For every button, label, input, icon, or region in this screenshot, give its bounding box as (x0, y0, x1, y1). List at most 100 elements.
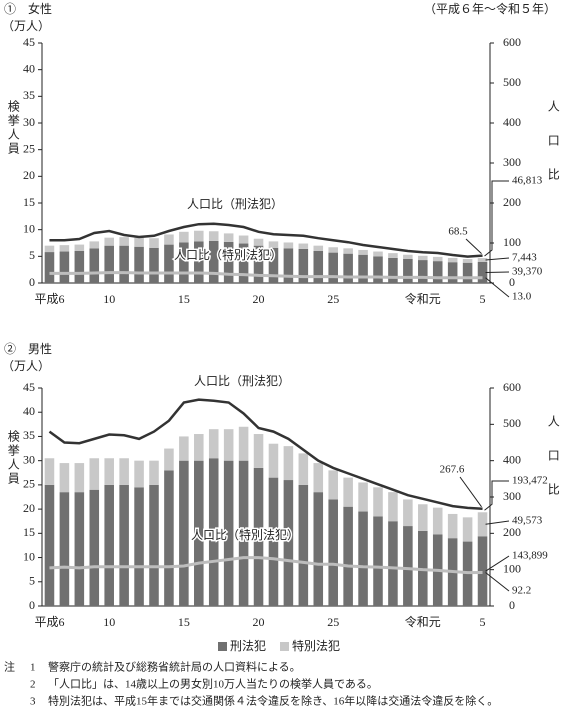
bar (223, 460, 234, 606)
y2-tick-label: 400 (503, 452, 521, 466)
x-tick-label: 平成6 (34, 292, 64, 306)
x-tick-label: 20 (253, 292, 265, 306)
bar (388, 521, 398, 606)
line-label: 人口比（刑法犯） (187, 197, 283, 211)
bar (194, 241, 204, 283)
bar (44, 484, 55, 606)
legend-swatch (218, 642, 227, 651)
y2-tick-label: 600 (503, 380, 521, 394)
bar (149, 460, 159, 485)
y2-tick-label: 300 (503, 489, 521, 503)
leader (485, 257, 510, 261)
y-tick-label: 25 (23, 141, 35, 155)
legend-label: 特別法犯 (292, 638, 340, 653)
bar (268, 477, 279, 606)
x-tick-label: 10 (103, 615, 115, 629)
bar (179, 436, 189, 461)
bar (328, 252, 338, 283)
bar (74, 251, 85, 283)
y2-tick-label: 200 (503, 195, 521, 209)
y2-tick-label: 600 (503, 35, 521, 49)
value-label: 267.6 (440, 464, 465, 476)
y2-tick-label: 300 (503, 155, 521, 169)
bar (432, 261, 443, 283)
note-number: 3 (30, 696, 36, 707)
y2-tick-label: 400 (503, 115, 521, 129)
line (49, 556, 483, 575)
leader (484, 180, 509, 257)
y-tick-label: 10 (23, 221, 35, 235)
notes-label: 注 (4, 660, 15, 674)
note-text: 特別法犯は、平成15年までは交通関係４法令違反を除き、16年以降は交通法令違反を… (48, 694, 498, 707)
bar (238, 426, 249, 461)
bar (74, 244, 85, 251)
line-label: 人口比（刑法犯） (194, 374, 290, 388)
y2-tick-label: 100 (503, 561, 521, 575)
bar (358, 249, 368, 255)
y-tick-label: 15 (23, 525, 35, 539)
y2-tick-label: 200 (503, 525, 521, 539)
y-tick-label: 30 (23, 452, 35, 466)
bar (119, 484, 129, 606)
bar (238, 460, 249, 606)
bar (403, 259, 413, 283)
x-tick-label: 5 (480, 292, 486, 306)
bar (283, 242, 294, 249)
line (49, 271, 483, 280)
y2-tick-label: 100 (503, 235, 521, 249)
y-axis-label: 検挙人員 (6, 100, 20, 156)
y-tick-label: 30 (23, 115, 35, 129)
bar (44, 252, 55, 283)
bar (328, 470, 338, 500)
bar (253, 238, 264, 246)
bar (119, 245, 129, 283)
value-label: 68.5 (448, 226, 468, 238)
bar (164, 234, 174, 245)
bar (59, 245, 70, 252)
value-label: 143,899 (512, 550, 548, 562)
bar (358, 482, 368, 512)
period: （平成６年～令和５年） (424, 1, 556, 16)
bar (462, 517, 473, 542)
bar (89, 248, 100, 283)
x-tick-label: 25 (327, 292, 339, 306)
value-label: 7,443 (512, 252, 537, 264)
bar (194, 230, 204, 242)
bar (313, 245, 324, 251)
bar (298, 453, 309, 485)
leader (465, 238, 482, 254)
x-tick-label: 15 (178, 615, 190, 629)
bar (403, 254, 413, 259)
bar (104, 458, 114, 485)
bar (477, 258, 488, 263)
x-tick-label: 平成6 (34, 615, 64, 629)
y-tick-label: 35 (23, 428, 35, 442)
bar (119, 458, 129, 485)
bar (179, 460, 189, 606)
bar (59, 463, 70, 493)
y2-axis-label: 人口比 (546, 100, 560, 202)
bar (104, 484, 114, 606)
bar (343, 506, 353, 606)
total-label: 46,813 (512, 175, 543, 187)
bar (59, 492, 70, 606)
bar (44, 458, 55, 485)
bar (373, 516, 383, 606)
y-axis-label: 検挙人員 (6, 430, 20, 486)
bar (373, 256, 383, 283)
bar (89, 458, 100, 490)
panel-title: ② 男性 (4, 342, 52, 356)
total-label: 193,472 (512, 475, 548, 487)
y-tick-label: 10 (23, 549, 35, 563)
bar (432, 256, 443, 262)
bar (477, 512, 488, 537)
y2-tick-label: 0 (509, 598, 515, 612)
bar (119, 237, 129, 246)
y-tick-label: 25 (23, 477, 35, 491)
bar (194, 434, 204, 461)
bar (134, 460, 144, 488)
y-tick-label: 40 (23, 404, 35, 418)
y-tick-label: 20 (23, 501, 35, 515)
bar (223, 429, 234, 461)
